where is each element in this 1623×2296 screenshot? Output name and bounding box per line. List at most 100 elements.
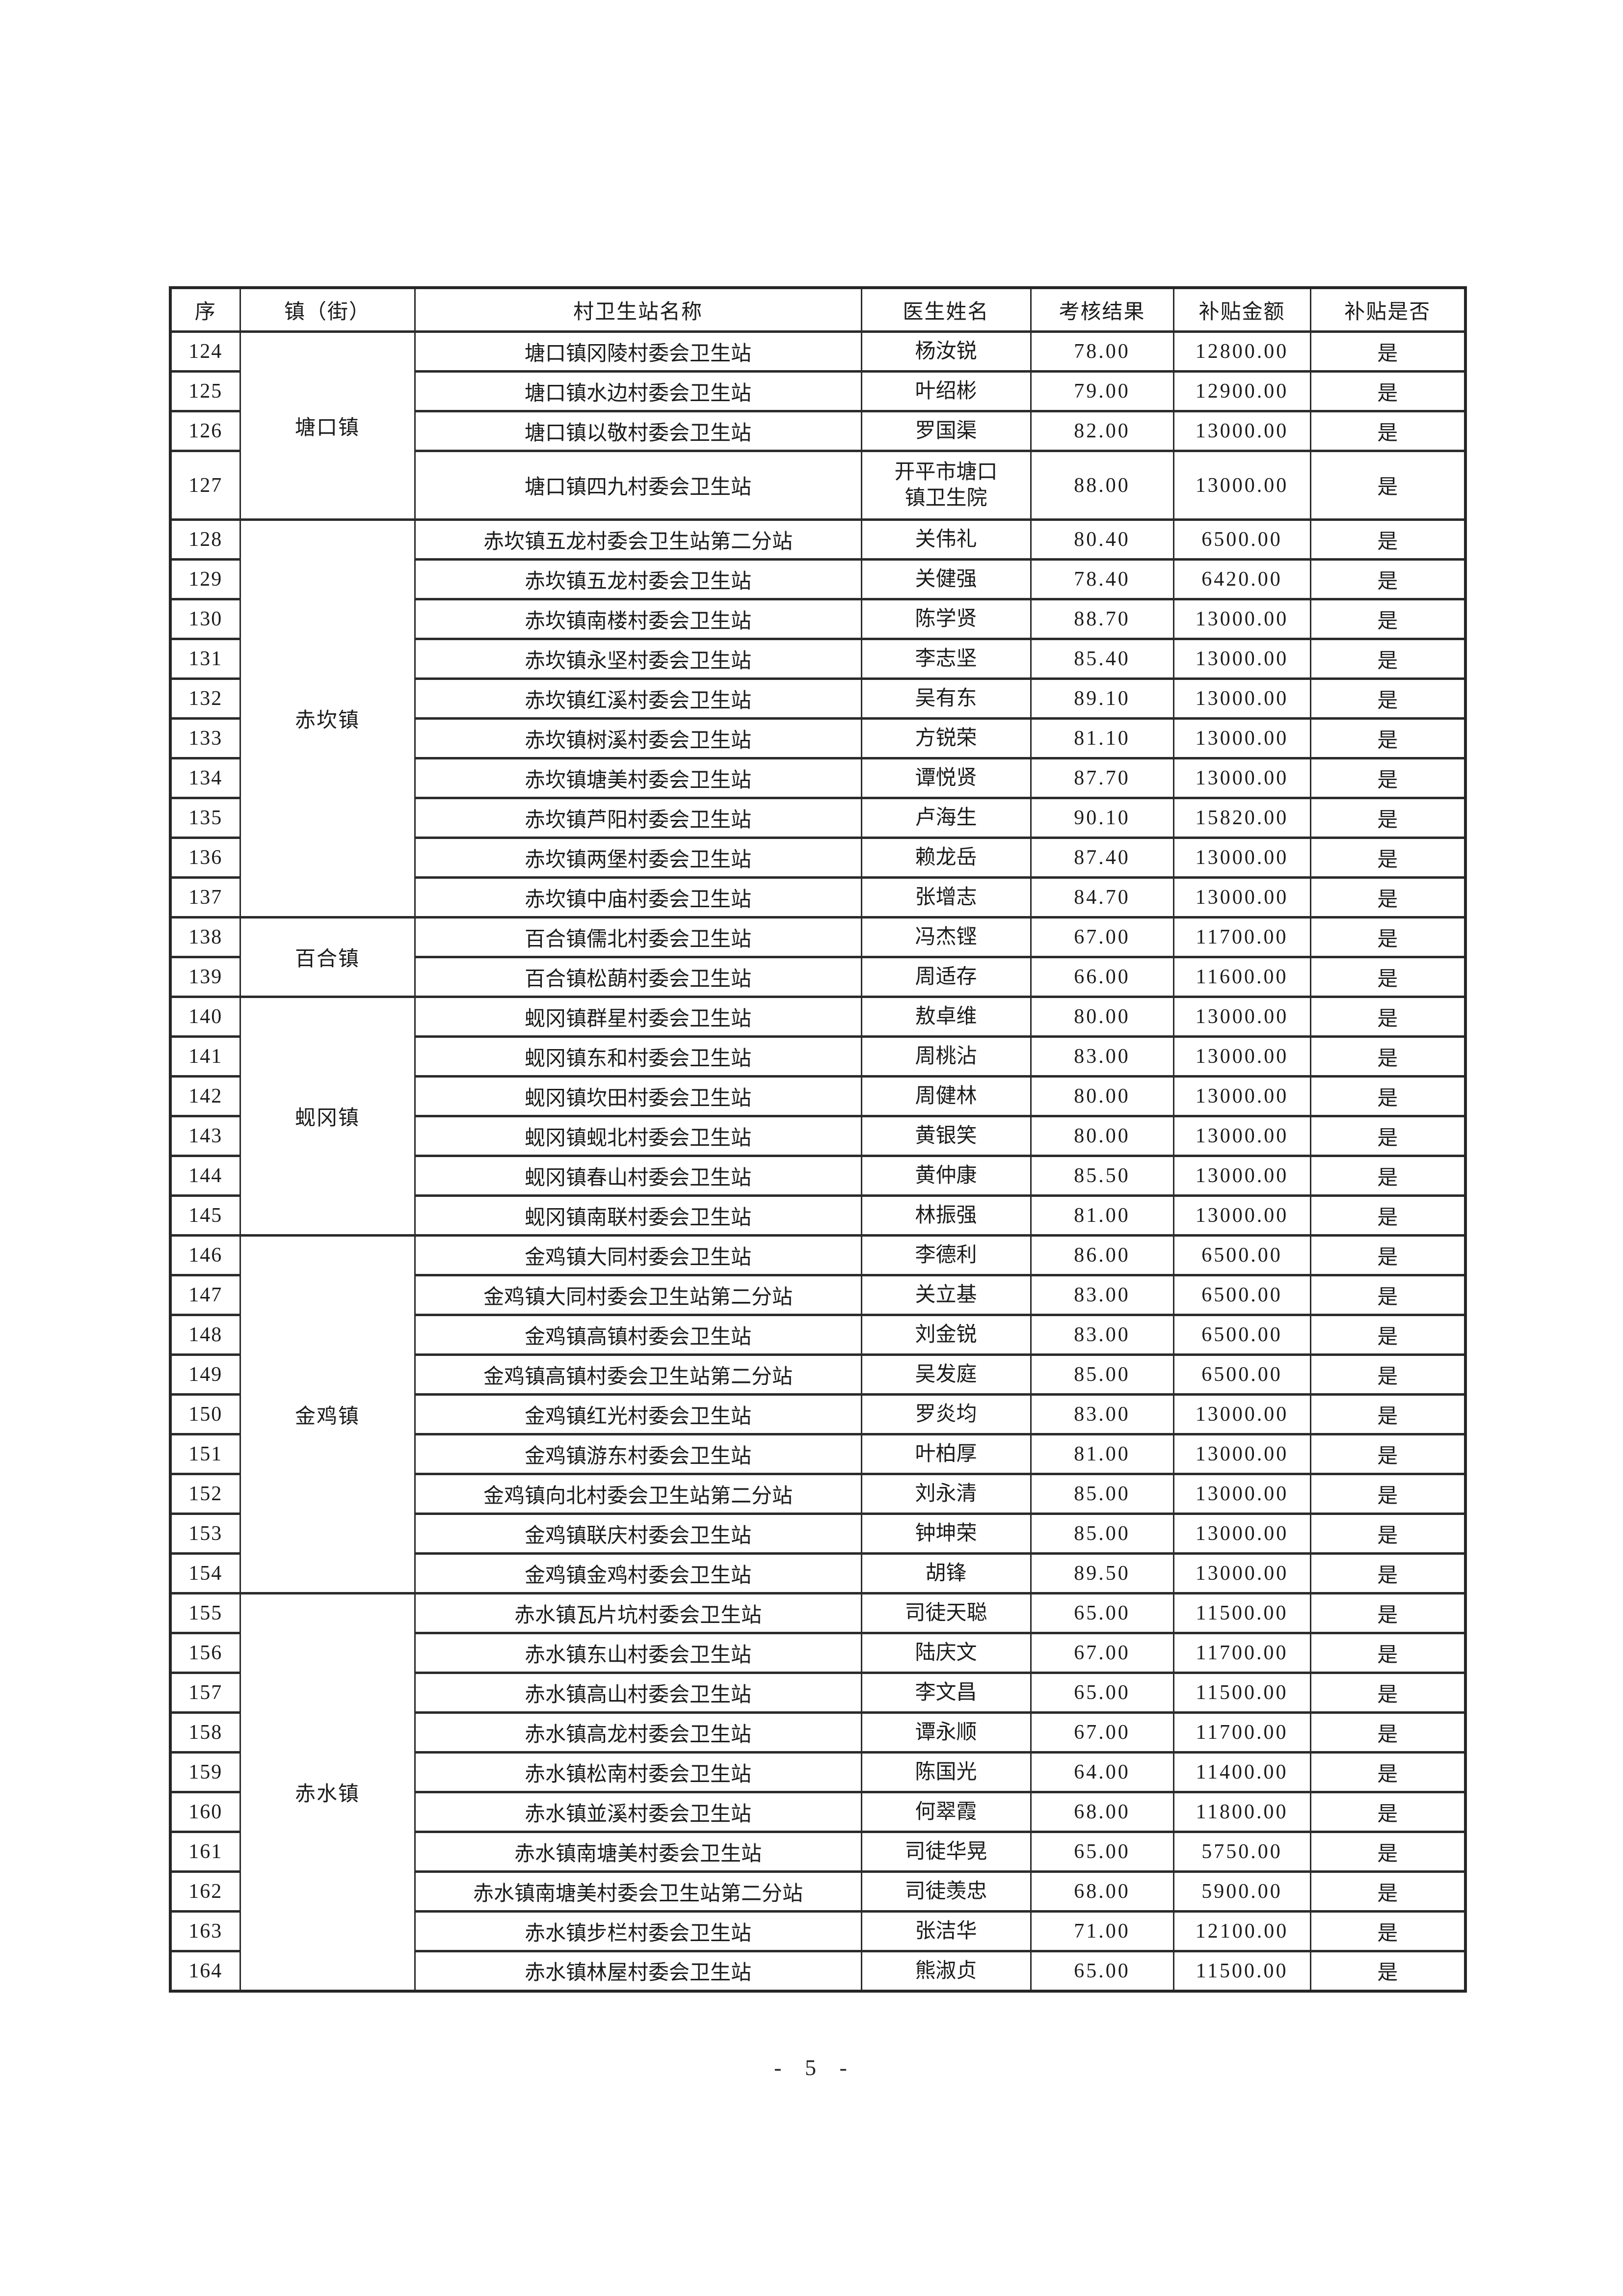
doctor-name-cell: 叶柏厚 xyxy=(860,1433,1032,1475)
station-name-cell: 塘口镇水边村委会卫生站 xyxy=(414,370,862,412)
subsidy-granted-cell: 是 xyxy=(1309,1234,1466,1276)
station-name-cell: 赤水镇南塘美村委会卫生站第二分站 xyxy=(414,1870,862,1913)
assessment-result-cell: 85.00 xyxy=(1030,1473,1174,1515)
row-seq-cell: 148 xyxy=(169,1314,241,1356)
subsidy-amount-cell: 13000.00 xyxy=(1172,837,1311,879)
row-seq-cell: 133 xyxy=(169,717,241,759)
subsidy-granted-cell: 是 xyxy=(1309,1831,1466,1873)
row-seq-cell: 130 xyxy=(169,598,241,640)
table-row: 136 赤坎镇两堡村委会卫生站 赖龙岳 87.40 13000.00 是 xyxy=(169,837,1466,879)
table-row: 127 塘口镇四九村委会卫生站 开平市塘口 镇卫生院 88.00 13000.00 是 xyxy=(169,450,1466,521)
doctor-name-cell: 黄银笑 xyxy=(860,1115,1032,1157)
row-seq-cell: 141 xyxy=(169,1035,241,1078)
row-seq-cell: 144 xyxy=(169,1155,241,1197)
subsidy-amount-cell: 6500.00 xyxy=(1172,1274,1311,1316)
table-row: 132 赤坎镇红溪村委会卫生站 吴有东 89.10 13000.00 是 xyxy=(169,677,1466,720)
subsidy-granted-cell: 是 xyxy=(1309,1155,1466,1197)
assessment-result-cell: 89.50 xyxy=(1030,1552,1174,1594)
station-name-cell: 赤坎镇塘美村委会卫生站 xyxy=(414,757,862,799)
assessment-result-cell: 88.00 xyxy=(1030,450,1174,521)
table-header: 序 镇（街） 村卫生站名称 医生姓名 考核结果 补贴金额 补贴是否 xyxy=(169,286,1466,333)
station-name-cell: 赤水镇高山村委会卫生站 xyxy=(414,1672,862,1714)
subsidy-granted-cell: 是 xyxy=(1309,996,1466,1038)
table-row: 144 蚬冈镇春山村委会卫生站 黄仲康 85.50 13000.00 是 xyxy=(169,1155,1466,1197)
table-row: 158 赤水镇高龙村委会卫生站 谭永顺 67.00 11700.00 是 xyxy=(169,1711,1466,1754)
town-cell: 百合镇 xyxy=(239,916,416,998)
subsidy-granted-cell: 是 xyxy=(1309,558,1466,600)
row-seq-cell: 146 xyxy=(169,1234,241,1276)
station-name-cell: 赤坎镇南楼村委会卫生站 xyxy=(414,598,862,640)
row-seq-cell: 136 xyxy=(169,837,241,879)
table-row: 133 赤坎镇树溪村委会卫生站 方锐荣 81.10 13000.00 是 xyxy=(169,717,1466,759)
subsidy-granted-cell: 是 xyxy=(1309,956,1466,998)
table-row: 156 赤水镇东山村委会卫生站 陆庆文 67.00 11700.00 是 xyxy=(169,1632,1466,1674)
subsidy-amount-cell: 12100.00 xyxy=(1172,1910,1311,1952)
assessment-result-cell: 80.40 xyxy=(1030,518,1174,561)
subsidy-granted-cell: 是 xyxy=(1309,450,1466,521)
row-seq-cell: 154 xyxy=(169,1552,241,1594)
doctor-name-cell: 张洁华 xyxy=(860,1910,1032,1952)
row-seq-cell: 147 xyxy=(169,1274,241,1316)
doctor-name-cell: 开平市塘口 镇卫生院 xyxy=(860,450,1032,521)
subsidy-amount-cell: 12800.00 xyxy=(1172,330,1311,373)
station-name-cell: 蚬冈镇坎田村委会卫生站 xyxy=(414,1075,862,1117)
row-seq-cell: 139 xyxy=(169,956,241,998)
row-seq-cell: 132 xyxy=(169,677,241,720)
subsidy-amount-cell: 6500.00 xyxy=(1172,1353,1311,1396)
subsidy-amount-cell: 13000.00 xyxy=(1172,1393,1311,1435)
row-seq-cell: 127 xyxy=(169,450,241,521)
row-seq-cell: 155 xyxy=(169,1592,241,1634)
table-row: 143 蚬冈镇蚬北村委会卫生站 黄银笑 80.00 13000.00 是 xyxy=(169,1115,1466,1157)
doctor-name-cell: 周桃沾 xyxy=(860,1035,1032,1078)
subsidy-granted-cell: 是 xyxy=(1309,598,1466,640)
assessment-result-cell: 65.00 xyxy=(1030,1950,1174,1992)
doctor-name-cell: 熊淑贞 xyxy=(860,1950,1032,1992)
doctor-name-cell: 谭悦贤 xyxy=(860,757,1032,799)
row-seq-cell: 163 xyxy=(169,1910,241,1952)
station-name-cell: 赤坎镇芦阳村委会卫生站 xyxy=(414,797,862,839)
subsidy-amount-cell: 13000.00 xyxy=(1172,638,1311,680)
station-name-cell: 塘口镇以敬村委会卫生站 xyxy=(414,410,862,452)
doctor-name-cell: 司徒天聪 xyxy=(860,1592,1032,1634)
subsidy-granted-cell: 是 xyxy=(1309,1950,1466,1992)
table-row: 155 赤水镇 赤水镇瓦片坑村委会卫生站 司徒天聪 65.00 11500.00 是 xyxy=(169,1592,1466,1992)
doctor-name-cell: 陈学贤 xyxy=(860,598,1032,640)
station-name-cell: 赤坎镇中庙村委会卫生站 xyxy=(414,876,862,918)
doctor-name-cell: 李文昌 xyxy=(860,1672,1032,1714)
assessment-result-cell: 83.00 xyxy=(1030,1393,1174,1435)
doctor-name-cell: 敖卓维 xyxy=(860,996,1032,1038)
assessment-result-cell: 83.00 xyxy=(1030,1035,1174,1078)
row-seq-cell: 143 xyxy=(169,1115,241,1157)
station-name-cell: 金鸡镇游东村委会卫生站 xyxy=(414,1433,862,1475)
doctor-name-cell: 张增志 xyxy=(860,876,1032,918)
assessment-result-cell: 87.40 xyxy=(1030,837,1174,879)
subsidy-amount-cell: 13000.00 xyxy=(1172,876,1311,918)
doctor-name-cell: 冯杰铿 xyxy=(860,916,1032,958)
doctor-name-cell: 胡锋 xyxy=(860,1552,1032,1594)
station-name-cell: 赤水镇松南村委会卫生站 xyxy=(414,1751,862,1793)
subsidy-amount-cell: 12900.00 xyxy=(1172,370,1311,412)
assessment-result-cell: 68.00 xyxy=(1030,1870,1174,1913)
station-name-cell: 金鸡镇联庆村委会卫生站 xyxy=(414,1513,862,1555)
assessment-result-cell: 79.00 xyxy=(1030,370,1174,412)
subsidy-amount-cell: 11800.00 xyxy=(1172,1791,1311,1833)
town-cell: 金鸡镇 xyxy=(239,1234,416,1594)
row-seq-cell: 162 xyxy=(169,1870,241,1913)
row-seq-cell: 129 xyxy=(169,558,241,600)
doctor-name-cell: 谭永顺 xyxy=(860,1711,1032,1754)
subsidy-amount-cell: 13000.00 xyxy=(1172,677,1311,720)
row-seq-cell: 161 xyxy=(169,1831,241,1873)
assessment-result-cell: 80.00 xyxy=(1030,1115,1174,1157)
header-seq: 序 xyxy=(169,286,241,333)
doctor-name-cell: 吴发庭 xyxy=(860,1353,1032,1396)
table-row: 124 塘口镇 塘口镇冈陵村委会卫生站 杨汝锐 78.00 12800.00 是 xyxy=(169,330,1466,521)
table-row: 128 赤坎镇 赤坎镇五龙村委会卫生站第二分站 关伟礼 80.40 6500.00 是 xyxy=(169,518,1466,918)
subsidy-amount-cell: 13000.00 xyxy=(1172,1433,1311,1475)
doctor-name-cell: 何翠霞 xyxy=(860,1791,1032,1833)
doctor-name-cell: 司徒羡忠 xyxy=(860,1870,1032,1913)
subsidy-granted-cell: 是 xyxy=(1309,757,1466,799)
subsidy-granted-cell: 是 xyxy=(1309,1075,1466,1117)
station-name-cell: 赤水镇南塘美村委会卫生站 xyxy=(414,1831,862,1873)
row-seq-cell: 137 xyxy=(169,876,241,918)
subsidy-amount-cell: 13000.00 xyxy=(1172,757,1311,799)
